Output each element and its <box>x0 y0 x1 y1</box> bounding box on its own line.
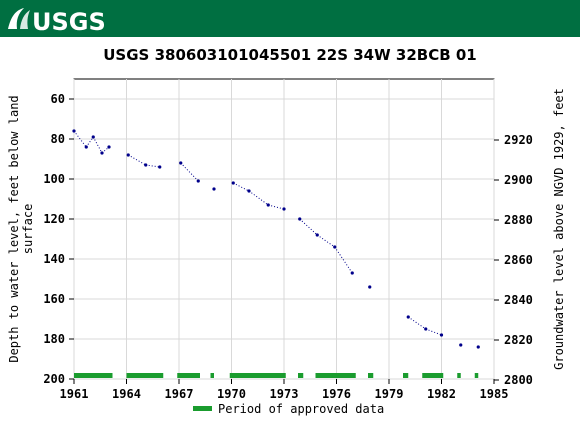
data-point <box>439 333 444 337</box>
data-point <box>158 165 162 169</box>
data-point <box>196 179 200 183</box>
y-axis-right-label: Groundwater level above NGVD 1929, feet <box>552 88 566 370</box>
water-level-series <box>72 129 480 349</box>
approved-period-segment <box>315 373 356 378</box>
y-left-tick-label: 120 <box>43 212 65 226</box>
x-tick-label: 1979 <box>375 387 404 401</box>
approved-periods-bar <box>74 373 479 378</box>
data-point <box>406 315 410 319</box>
series-connector <box>316 234 336 248</box>
data-point <box>100 151 104 155</box>
usgs-wave-icon <box>8 8 24 29</box>
data-point <box>91 135 95 139</box>
series-connector <box>407 316 427 330</box>
series-connector <box>299 218 318 236</box>
data-point <box>266 203 270 207</box>
y-axis-left-label-line1: Depth to water level, feet below land <box>7 95 21 362</box>
approved-period-segment <box>229 373 286 378</box>
usgs-header-bar <box>0 0 580 37</box>
series-connector <box>92 136 103 154</box>
data-point <box>476 345 480 349</box>
approved-period-segment <box>74 373 113 378</box>
data-point <box>298 217 302 221</box>
series-connector <box>128 154 146 166</box>
legend-swatch <box>193 406 212 411</box>
y-left-tick-label: 60 <box>51 92 65 106</box>
series-connector <box>73 130 87 148</box>
approved-period-segment <box>298 373 304 378</box>
data-point <box>350 271 354 275</box>
approved-period-segment <box>210 373 214 378</box>
x-axis-ticks: 1961 1964 1967 1970 1973 1976 1979 1982 1985 <box>60 379 509 401</box>
data-point <box>368 285 372 289</box>
y-right-tick-label: 2920 <box>504 133 533 147</box>
y-left-tick-label: 80 <box>51 132 65 146</box>
y-right-tick-label: 2880 <box>504 213 533 227</box>
approved-period-segment <box>457 373 461 378</box>
approved-period-segment <box>126 373 164 378</box>
usgs-wave-icon-2 <box>20 10 30 29</box>
data-point <box>179 161 183 165</box>
y-left-tick-label: 180 <box>43 332 65 346</box>
data-point <box>84 145 88 149</box>
approved-period-segment <box>403 373 409 378</box>
y-right-tick-label: 2900 <box>504 173 533 187</box>
approved-period-segment <box>368 373 374 378</box>
y-left-tick-label: 140 <box>43 252 65 266</box>
usgs-logo[interactable]: USGS <box>8 8 106 36</box>
left-y-axis-ticks: 60 80 100 120 140 160 180 200 <box>43 92 74 386</box>
y-right-tick-label: 2820 <box>504 333 533 347</box>
data-point <box>424 327 428 331</box>
x-tick-label: 1967 <box>165 387 194 401</box>
x-tick-label: 1970 <box>217 387 246 401</box>
data-point <box>212 187 216 191</box>
data-point <box>282 207 286 211</box>
series-connector <box>334 246 353 274</box>
y-axis-left-label-line2: surface <box>21 204 35 255</box>
approved-period-segment <box>177 373 200 378</box>
right-y-axis-ticks: 2920 2900 2880 2860 2840 2820 2800 <box>494 133 533 387</box>
y-left-tick-label: 100 <box>43 172 65 186</box>
chart-title: USGS 380603101045501 22S 34W 32BCB 01 <box>103 46 476 64</box>
x-tick-label: 1976 <box>322 387 351 401</box>
gridlines <box>73 79 495 380</box>
series-connector <box>180 162 199 182</box>
usgs-logo-text: USGS <box>32 8 106 36</box>
y-right-tick-label: 2800 <box>504 373 533 387</box>
data-point <box>247 189 251 193</box>
x-tick-label: 1973 <box>270 387 299 401</box>
data-point <box>144 163 148 167</box>
y-right-tick-label: 2860 <box>504 253 533 267</box>
data-point <box>459 343 463 347</box>
data-point <box>107 145 111 149</box>
x-tick-label: 1964 <box>112 387 141 401</box>
y-left-tick-label: 160 <box>43 292 65 306</box>
y-right-tick-label: 2840 <box>504 293 533 307</box>
series-connector <box>248 190 269 206</box>
y-left-tick-label: 200 <box>43 372 65 386</box>
legend: Period of approved data <box>193 402 384 416</box>
legend-label: Period of approved data <box>218 402 384 416</box>
data-point <box>72 129 76 133</box>
approved-period-segment <box>422 373 444 378</box>
data-point <box>333 245 337 249</box>
data-point <box>231 181 235 185</box>
series-connector <box>85 136 94 148</box>
data-point <box>315 233 319 237</box>
x-tick-label: 1982 <box>427 387 456 401</box>
data-point <box>126 153 130 157</box>
x-tick-label: 1961 <box>60 387 89 401</box>
approved-period-segment <box>474 373 479 378</box>
x-tick-label: 1985 <box>480 387 509 401</box>
